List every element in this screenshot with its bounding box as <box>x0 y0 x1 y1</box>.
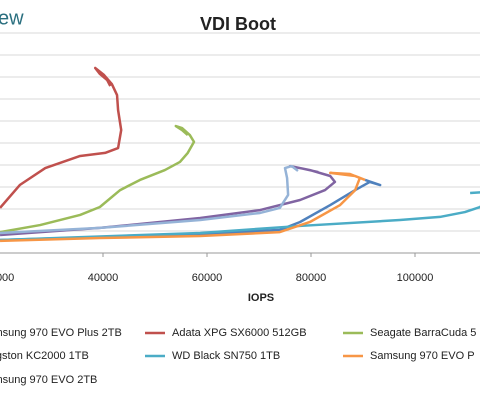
series-line <box>0 124 196 234</box>
chart-title: VDI Boot <box>200 14 276 34</box>
series-line <box>0 164 299 235</box>
legend-label: Samsung 970 EVO P <box>370 350 475 362</box>
x-tick-label: 100000 <box>397 272 434 284</box>
logo: ew <box>0 7 24 29</box>
x-tick-label: 80000 <box>296 272 327 284</box>
legend-label: Samsung 970 EVO 2TB <box>0 374 97 386</box>
legend-label: Adata XPG SX6000 512GB <box>172 327 307 339</box>
legend-label: Samsung 970 EVO Plus 2TB <box>0 327 122 339</box>
series-line <box>0 171 366 243</box>
x-axis-title: IOPS <box>248 292 274 304</box>
legend-label: Kingston KC2000 1TB <box>0 350 89 362</box>
plot-area <box>0 66 480 243</box>
x-tick-label: 40000 <box>88 272 119 284</box>
x-tick-label: 20000 <box>0 272 14 284</box>
series-line <box>0 191 480 242</box>
legend-label: WD Black SN750 1TB <box>172 350 280 362</box>
series-line <box>0 66 123 209</box>
grid: 20000 40000 60000 80000 100000 <box>0 32 480 284</box>
legend-label: Seagate BarraCuda 5 <box>370 327 476 339</box>
x-tick-label: 60000 <box>192 272 223 284</box>
legend: Samsung 970 EVO Plus 2TB Adata XPG SX6000… <box>0 327 476 386</box>
